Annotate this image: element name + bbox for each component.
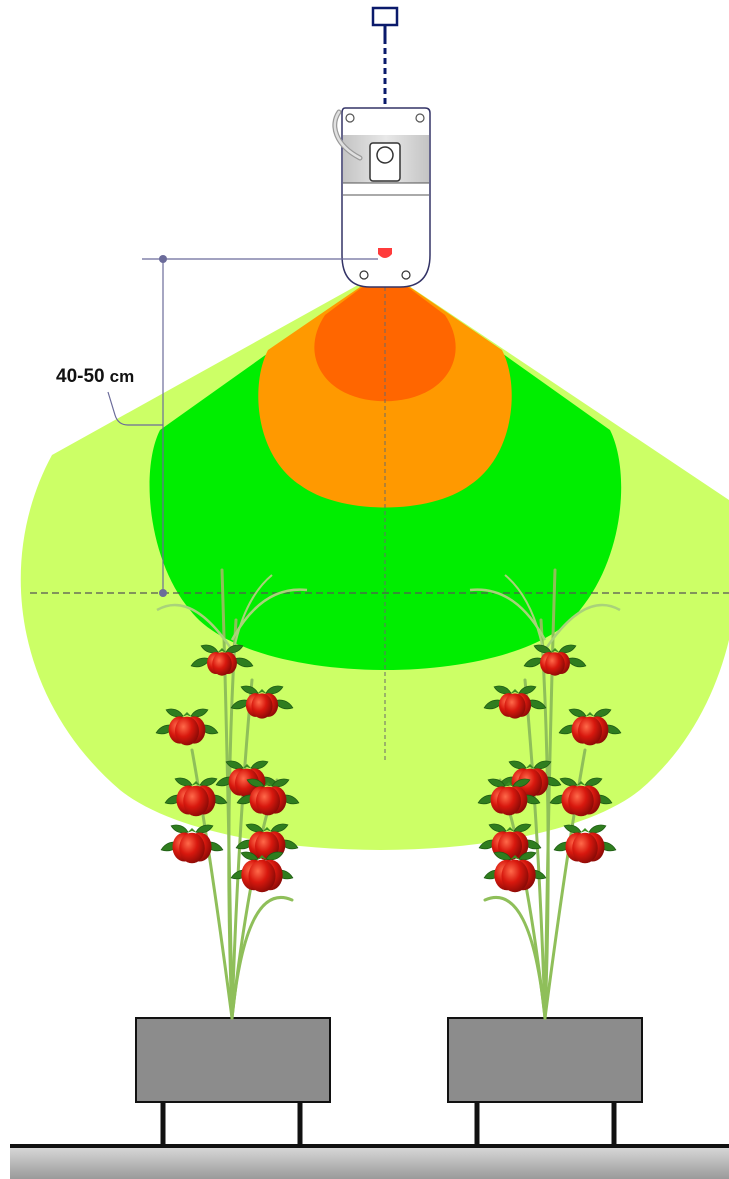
- distance-label: 40-50 cm: [56, 366, 134, 388]
- leaf: [483, 699, 504, 710]
- core-coverage-zone: [314, 270, 456, 402]
- leaf: [493, 685, 512, 695]
- tomato: [230, 685, 294, 719]
- tomato-plant-icon: [469, 568, 622, 1020]
- leaf: [273, 699, 294, 710]
- tomato: [549, 777, 613, 817]
- leaf: [558, 644, 577, 654]
- planter-box-icon: [135, 1017, 331, 1103]
- tomato: [190, 644, 254, 676]
- distance-dimension-marker: [107, 255, 378, 597]
- grow-lamp-icon: [332, 107, 431, 288]
- plant-stem: [230, 678, 254, 1020]
- distance-value: 40-50: [56, 366, 105, 387]
- leaf: [240, 685, 259, 695]
- leaf: [523, 657, 544, 668]
- tomato: [230, 851, 294, 893]
- leaf: [265, 685, 284, 695]
- leaf: [200, 644, 219, 654]
- tomato: [160, 824, 224, 864]
- planter-right: [447, 1017, 643, 1145]
- floor: [10, 1144, 729, 1179]
- leaf: [225, 644, 244, 654]
- tomato: [553, 824, 617, 864]
- tomato: [164, 777, 228, 817]
- plant-stem: [523, 678, 547, 1020]
- plant-stem: [483, 896, 547, 1020]
- tomato: [155, 708, 219, 746]
- tomato: [523, 644, 587, 676]
- tomato: [478, 823, 542, 861]
- tomato: [483, 851, 547, 893]
- leaf: [230, 699, 251, 710]
- leaf: [190, 657, 211, 668]
- leaf: [526, 699, 547, 710]
- leaf: [233, 657, 254, 668]
- leaf: [518, 685, 537, 695]
- plant-stem: [230, 896, 294, 1020]
- leaf: [566, 657, 587, 668]
- hanger-hook-icon: [371, 6, 399, 123]
- tomato: [483, 685, 547, 719]
- planter-box-icon: [447, 1017, 643, 1103]
- light-coverage-zones: [20, 270, 729, 850]
- plant-frond: [156, 603, 234, 651]
- tomato: [236, 778, 300, 816]
- leaf: [533, 644, 552, 654]
- planter-left: [135, 1017, 331, 1145]
- tomato: [558, 708, 622, 746]
- tomato: [477, 778, 541, 816]
- plant-stem: [543, 748, 587, 1020]
- distance-unit: cm: [109, 367, 135, 386]
- tomato-plant-icon: [155, 568, 308, 1020]
- plant-frond: [543, 603, 621, 651]
- reference-axes: [30, 280, 729, 760]
- plant-stem: [190, 748, 234, 1020]
